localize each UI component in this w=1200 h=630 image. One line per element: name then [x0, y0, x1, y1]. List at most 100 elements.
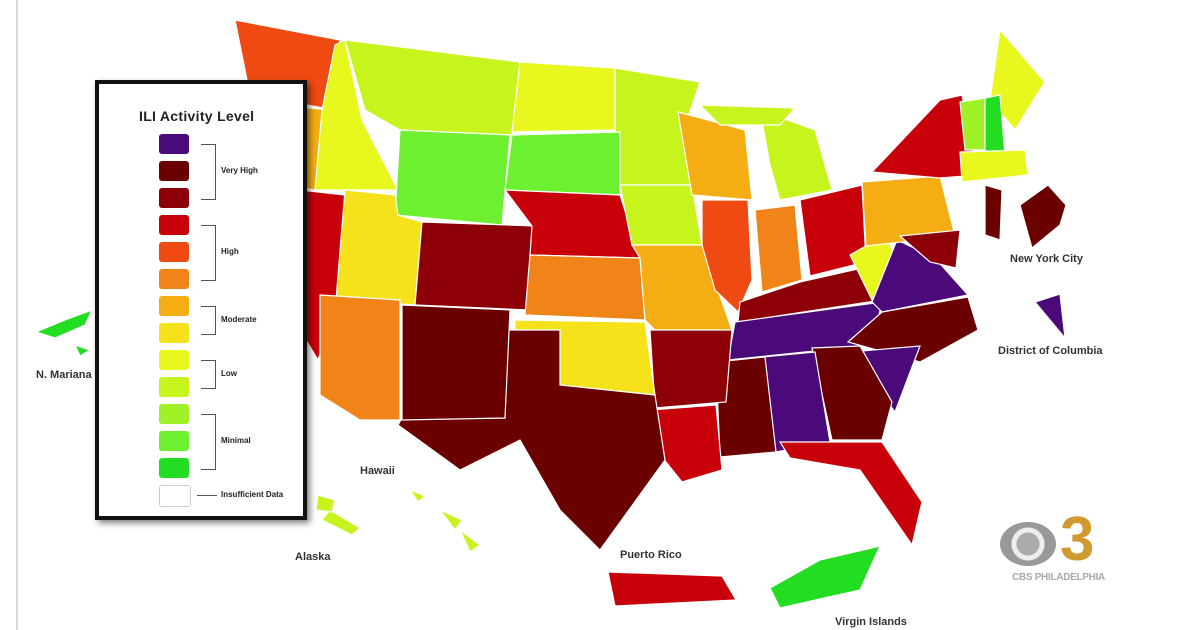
region-shape	[871, 239, 970, 313]
legend-swatch	[159, 215, 189, 235]
region-illinois	[701, 199, 753, 314]
label-alaska: Alaska	[295, 551, 331, 563]
region-maryland-delaware	[898, 229, 961, 269]
region-puerto-rico	[607, 571, 738, 607]
region-shape	[811, 345, 893, 441]
legend-swatch	[159, 161, 189, 181]
region-shape	[959, 97, 986, 151]
region-shape	[319, 294, 401, 421]
region-massachusetts-ct-ri	[959, 149, 1029, 183]
legend-swatch	[159, 269, 189, 289]
label-hawaii: Hawaii	[360, 465, 395, 477]
region-colorado	[414, 221, 536, 311]
legend-swatch	[159, 134, 189, 154]
region-michigan	[698, 104, 833, 201]
region-shape	[959, 149, 1029, 183]
legend-title: ILI Activity Level	[139, 108, 255, 124]
region-hawaii	[321, 488, 482, 553]
legend-bracket	[201, 225, 216, 281]
region-shape	[414, 221, 536, 311]
region-montana	[344, 39, 521, 136]
region-maine	[989, 28, 1046, 132]
legend-group-label: Minimal	[221, 436, 251, 445]
frame-edge	[16, 0, 18, 630]
region-shape	[504, 131, 621, 196]
region-shape	[607, 571, 738, 607]
region-shape	[989, 28, 1046, 132]
region-shape	[898, 229, 961, 269]
region-wyoming	[394, 129, 511, 226]
region-new-mexico	[401, 304, 511, 421]
region-georgia	[811, 345, 893, 441]
legend-insufficient-label: Insufficient Data	[221, 490, 284, 499]
region-new-york-city	[1019, 184, 1067, 250]
legend-swatch	[159, 296, 189, 316]
legend-swatch	[159, 458, 189, 478]
region-south-dakota	[504, 131, 621, 196]
region-florida	[778, 441, 923, 547]
legend-swatch-insufficient	[159, 485, 191, 507]
label-nyc: New York City	[1010, 253, 1083, 265]
region-shape	[73, 343, 92, 357]
cbs-eye-icon	[1000, 522, 1056, 566]
region-iowa	[619, 184, 703, 246]
region-alaska	[315, 494, 336, 513]
region-shape	[344, 39, 521, 136]
region-shape	[769, 545, 882, 609]
legend-bracket	[201, 144, 216, 200]
region-vermont	[959, 97, 986, 151]
region-arkansas	[649, 329, 733, 409]
region-shape	[701, 199, 753, 314]
legend-group-label: Moderate	[221, 314, 257, 324]
logo-channel-number: 3	[1060, 505, 1095, 574]
legend-bracket	[201, 414, 216, 470]
region-shape	[715, 356, 777, 458]
region-shape	[408, 488, 427, 503]
region-shape	[439, 509, 463, 532]
region-shape	[649, 329, 733, 409]
region-virgin-islands	[769, 545, 882, 609]
region-shape	[698, 104, 797, 126]
legend-swatch	[159, 404, 189, 424]
legend-group-label: Very High	[221, 166, 258, 175]
region-shape	[778, 441, 923, 547]
region-shape	[511, 61, 616, 133]
legend-swatch	[159, 350, 189, 370]
legend-bracket	[201, 306, 216, 335]
region-shape	[401, 304, 511, 421]
legend-connector	[197, 495, 217, 496]
region-district-of-columbia	[1033, 293, 1066, 340]
legend-swatch	[159, 431, 189, 451]
region-n-mariana	[34, 308, 94, 357]
region-north-dakota	[511, 61, 616, 133]
cbs3-logo: 3 CBS PHILADELPHIA	[1000, 505, 1120, 592]
label-mariana: N. Mariana	[36, 369, 92, 381]
region-mississippi	[715, 356, 777, 458]
region-shape	[459, 529, 482, 553]
region-virginia	[871, 239, 970, 313]
logo-text: CBS PHILADELPHIA	[1012, 572, 1105, 583]
label-dc: District of Columbia	[998, 345, 1103, 357]
legend-group-label: High	[221, 247, 239, 256]
region-kansas	[524, 254, 646, 321]
region-shape	[984, 184, 1003, 241]
legend-swatch	[159, 188, 189, 208]
region-shape	[321, 509, 362, 536]
region-shape	[315, 494, 336, 513]
region-shape	[619, 184, 703, 246]
region-shape	[524, 254, 646, 321]
region-shape	[1019, 184, 1067, 250]
region-indiana	[754, 204, 803, 293]
region-shape	[1033, 293, 1066, 340]
legend-swatch	[159, 377, 189, 397]
legend-bracket	[201, 360, 216, 389]
region-shape	[759, 109, 833, 201]
legend-swatch	[159, 242, 189, 262]
legend-group-label: Low	[221, 368, 237, 378]
region-shape	[754, 204, 803, 293]
label-virgin-islands: Virgin Islands	[835, 616, 907, 628]
region-arizona	[319, 294, 401, 421]
region-shape	[34, 308, 94, 339]
region-shape	[394, 129, 511, 226]
